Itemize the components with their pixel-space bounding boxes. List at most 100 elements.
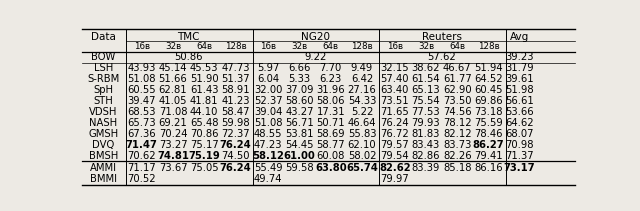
Text: 56.61: 56.61 [505,96,534,106]
Text: 79.57: 79.57 [380,140,409,150]
Text: NASH: NASH [90,118,118,128]
Text: 79.54: 79.54 [380,151,409,161]
Text: 53.81: 53.81 [285,129,314,139]
Text: 52.37: 52.37 [254,96,282,106]
Text: 46.64: 46.64 [348,118,376,128]
Text: Reuters: Reuters [422,32,461,42]
Text: 70.52: 70.52 [127,174,156,184]
Text: 32.15: 32.15 [380,63,409,73]
Text: 16ʙ: 16ʙ [134,42,150,51]
Text: Avg: Avg [509,32,529,42]
Text: 72.37: 72.37 [221,129,250,139]
Text: 76.72: 76.72 [380,129,409,139]
Text: 71.65: 71.65 [380,107,409,117]
Text: 49.74: 49.74 [254,174,282,184]
Text: BOW: BOW [92,53,116,62]
Text: 67.36: 67.36 [127,129,156,139]
Text: 79.93: 79.93 [412,118,440,128]
Text: S-RBM: S-RBM [88,74,120,84]
Text: 73.67: 73.67 [159,164,188,173]
Text: 71.17: 71.17 [127,164,156,173]
Text: 82.86: 82.86 [412,151,440,161]
Text: 39.04: 39.04 [254,107,282,117]
Text: 50.71: 50.71 [316,118,345,128]
Text: 55.49: 55.49 [254,164,282,173]
Text: 17.31: 17.31 [316,107,345,117]
Text: 63.80: 63.80 [315,164,346,173]
Text: 32ʙ: 32ʙ [418,42,434,51]
Text: 7.70: 7.70 [319,63,342,73]
Text: 41.23: 41.23 [221,96,250,106]
Text: 78.12: 78.12 [443,118,472,128]
Text: 70.24: 70.24 [159,129,188,139]
Text: 128ʙ: 128ʙ [351,42,372,51]
Text: 70.98: 70.98 [505,140,534,150]
Text: 74.56: 74.56 [443,107,472,117]
Text: 61.43: 61.43 [190,85,218,95]
Text: 78.46: 78.46 [474,129,502,139]
Text: 76.24: 76.24 [220,140,252,150]
Text: 39.23: 39.23 [505,53,534,62]
Text: 51.90: 51.90 [190,74,219,84]
Text: 71.37: 71.37 [505,151,534,161]
Text: DVQ: DVQ [92,140,115,150]
Text: 70.62: 70.62 [127,151,156,161]
Text: 83.43: 83.43 [412,140,440,150]
Text: 51.37: 51.37 [221,74,250,84]
Text: 54.33: 54.33 [348,96,376,106]
Text: 16ʙ: 16ʙ [260,42,276,51]
Text: 45.14: 45.14 [159,63,188,73]
Text: 6.42: 6.42 [351,74,373,84]
Text: 65.13: 65.13 [412,85,440,95]
Text: 73.17: 73.17 [504,164,535,173]
Text: SpH: SpH [93,85,113,95]
Text: 31.96: 31.96 [316,85,345,95]
Text: 58.12: 58.12 [252,151,284,161]
Text: 65.48: 65.48 [190,118,218,128]
Text: 6.66: 6.66 [288,63,310,73]
Text: 59.58: 59.58 [285,164,314,173]
Text: 27.16: 27.16 [348,85,376,95]
Text: 73.50: 73.50 [443,96,472,106]
Text: 69.21: 69.21 [159,118,188,128]
Text: 38.62: 38.62 [412,63,440,73]
Text: 61.00: 61.00 [284,151,316,161]
Text: 82.62: 82.62 [379,164,410,173]
Text: 16ʙ: 16ʙ [387,42,403,51]
Text: VDSH: VDSH [90,107,118,117]
Text: 75.59: 75.59 [474,118,503,128]
Text: 53.66: 53.66 [505,107,534,117]
Text: 58.60: 58.60 [285,96,314,106]
Text: 73.27: 73.27 [159,140,188,150]
Text: 45.53: 45.53 [190,63,218,73]
Text: STH: STH [93,96,113,106]
Text: 73.18: 73.18 [474,107,502,117]
Text: 5.22: 5.22 [351,107,373,117]
Text: 41.81: 41.81 [190,96,218,106]
Text: 5.33: 5.33 [289,74,310,84]
Text: 63.40: 63.40 [381,85,409,95]
Text: 48.55: 48.55 [254,129,282,139]
Text: 58.02: 58.02 [348,151,376,161]
Text: 64ʙ: 64ʙ [323,42,339,51]
Text: 9.49: 9.49 [351,63,373,73]
Text: 75.19: 75.19 [188,151,220,161]
Text: 64ʙ: 64ʙ [449,42,465,51]
Text: 51.94: 51.94 [474,63,503,73]
Text: 51.08: 51.08 [254,118,282,128]
Text: 43.93: 43.93 [127,63,156,73]
Text: 51.66: 51.66 [159,74,188,84]
Text: 65.74: 65.74 [346,164,378,173]
Text: 32ʙ: 32ʙ [291,42,308,51]
Text: 61.54: 61.54 [412,74,440,84]
Text: 77.53: 77.53 [412,107,440,117]
Text: 54.45: 54.45 [285,140,314,150]
Text: 75.05: 75.05 [190,164,219,173]
Text: 75.17: 75.17 [190,140,219,150]
Text: 71.47: 71.47 [126,140,157,150]
Text: NG20: NG20 [301,32,330,42]
Text: 37.09: 37.09 [285,85,314,95]
Text: 50.86: 50.86 [174,53,203,62]
Text: 32ʙ: 32ʙ [165,42,181,51]
Text: 47.73: 47.73 [221,63,250,73]
